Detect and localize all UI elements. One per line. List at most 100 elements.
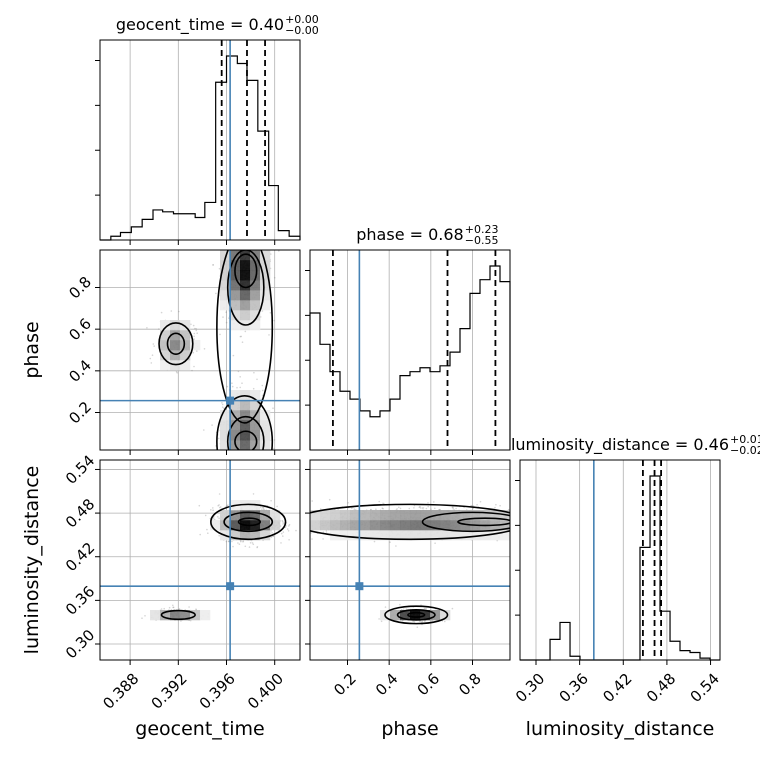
truth-marker <box>355 582 364 591</box>
scatter-point <box>423 607 426 610</box>
scatter-point <box>245 244 247 246</box>
scatter-point <box>236 452 238 454</box>
scatter-point <box>242 226 244 228</box>
scatter-point <box>303 517 305 519</box>
scatter-point <box>536 508 538 510</box>
density-cell <box>260 520 271 531</box>
scatter-point <box>203 429 205 431</box>
density-cell <box>390 610 401 621</box>
density-cell <box>190 340 201 351</box>
scatter-point <box>221 406 224 409</box>
scatter-point <box>405 608 408 610</box>
scatter-point <box>513 529 515 531</box>
scatter-point <box>243 482 245 484</box>
scatter-point <box>439 508 441 511</box>
scatter-point <box>287 530 290 532</box>
scatter-point <box>261 389 264 392</box>
scatter-point <box>267 454 269 456</box>
scatter-point <box>240 454 242 456</box>
truth-marker <box>226 396 235 405</box>
scatter-point <box>526 514 528 516</box>
scatter-point <box>234 477 236 479</box>
scatter-point <box>566 523 568 525</box>
scatter-point <box>524 521 526 523</box>
density-cell <box>350 510 361 521</box>
scatter-point <box>236 222 238 224</box>
scatter-point <box>561 521 563 523</box>
density-cell <box>410 520 421 531</box>
scatter-point <box>255 238 257 240</box>
scatter-point <box>269 253 272 255</box>
scatter-point <box>240 245 242 247</box>
scatter-point <box>511 508 513 510</box>
density-cell <box>450 510 461 521</box>
density-cell <box>250 280 261 291</box>
y-tick-label: 0.4 <box>65 356 95 386</box>
scatter-point <box>239 244 241 246</box>
density-cell <box>330 510 341 521</box>
scatter-point <box>249 245 251 247</box>
scatter-point <box>557 519 559 521</box>
scatter-point <box>237 476 239 478</box>
scatter-point <box>499 504 501 507</box>
scatter-point <box>591 506 593 508</box>
scatter-point <box>533 511 535 513</box>
scatter-point <box>249 454 251 456</box>
scatter-point <box>567 518 569 520</box>
scatter-point <box>195 328 197 330</box>
density-cell <box>220 420 231 431</box>
density-cell <box>240 270 251 281</box>
scatter-point <box>239 247 241 249</box>
scatter-point <box>292 507 294 509</box>
scatter-point <box>532 510 534 512</box>
scatter-point <box>260 233 262 235</box>
density-cell <box>240 300 251 311</box>
scatter-point <box>433 501 435 503</box>
scatter-point <box>522 515 524 517</box>
scatter-point <box>514 512 516 514</box>
density-cell <box>230 530 241 541</box>
scatter-point <box>245 247 247 249</box>
panel-frame <box>519 459 721 661</box>
scatter-point <box>235 226 237 228</box>
scatter-point <box>252 493 255 495</box>
scatter-point <box>351 507 353 509</box>
scatter-point <box>238 462 240 464</box>
y-tick-label: 0.8 <box>65 273 95 303</box>
scatter-point <box>237 208 239 210</box>
scatter-point <box>172 604 174 607</box>
contour-lines <box>158 250 274 450</box>
density-cell <box>180 610 191 621</box>
scatter-point <box>256 222 258 224</box>
scatter-point <box>382 502 384 505</box>
density-cell <box>390 530 401 541</box>
title-main: phase = 0.68 <box>356 225 463 244</box>
scatter-point <box>287 516 289 518</box>
scatter-point <box>269 452 271 454</box>
density-cell <box>450 530 461 541</box>
scatter-point <box>538 517 540 519</box>
scatter-point <box>637 517 639 519</box>
scatter-point <box>249 229 251 231</box>
scatter-point <box>260 467 262 469</box>
scatter-point <box>238 543 241 545</box>
scatter-point <box>322 538 324 540</box>
scatter-point <box>262 234 264 236</box>
scatter-point <box>301 524 303 526</box>
scatter-point <box>252 387 255 390</box>
histogram-step <box>520 475 720 661</box>
scatter-point <box>239 235 241 237</box>
scatter-point <box>245 235 247 237</box>
scatter-point <box>226 505 228 507</box>
density-cell <box>230 320 241 331</box>
scatter-point <box>231 232 233 234</box>
density-cell <box>230 420 241 431</box>
scatter-point <box>421 620 424 623</box>
x-tick-label: 0.4 <box>372 670 402 700</box>
scatter-point <box>215 243 217 245</box>
density-cell <box>350 530 361 541</box>
scatter-point <box>233 451 235 453</box>
title-sup: +0.00 <box>285 13 319 26</box>
density-cell <box>400 520 411 531</box>
contour-line <box>226 250 265 326</box>
